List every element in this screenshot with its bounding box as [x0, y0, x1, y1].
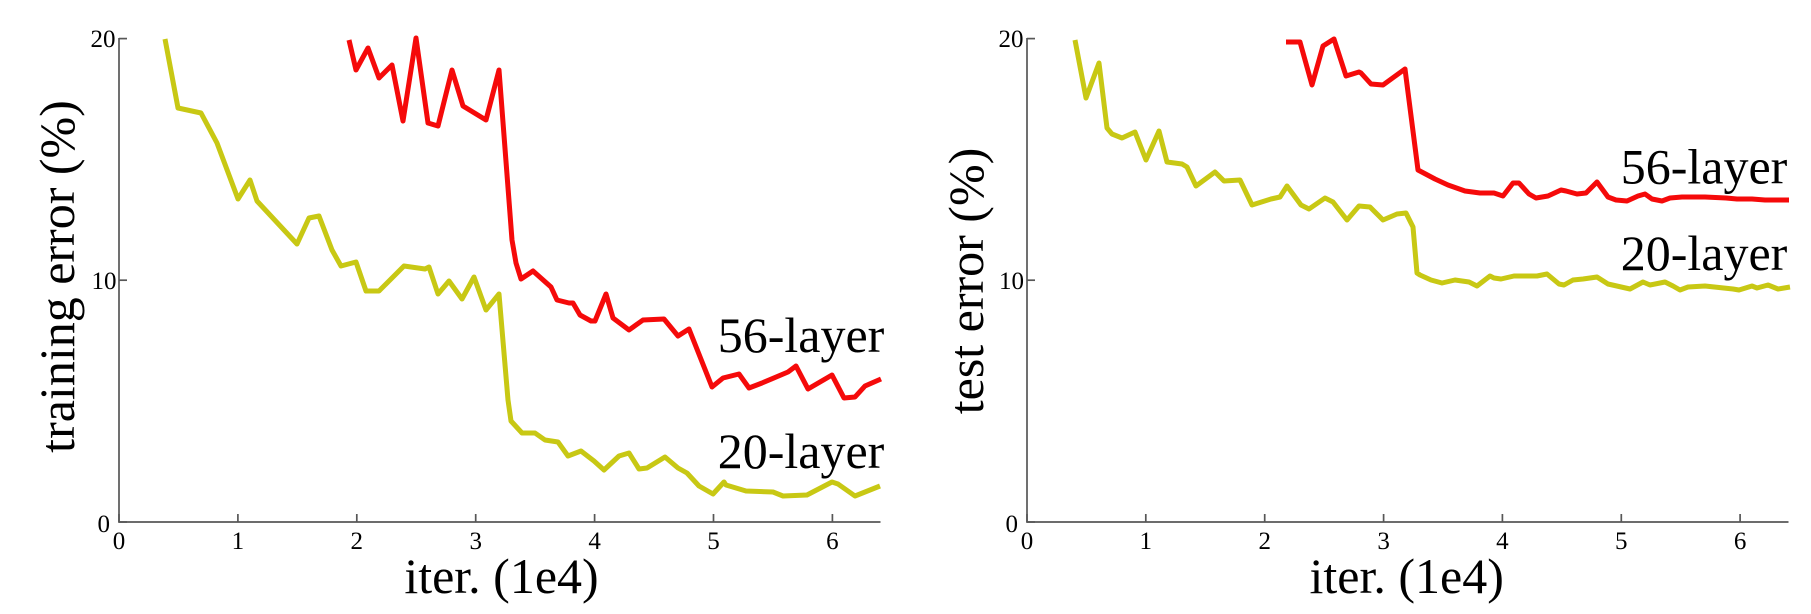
svg-text:5: 5	[1615, 528, 1628, 555]
svg-text:6: 6	[826, 528, 839, 555]
svg-text:4: 4	[588, 528, 601, 555]
svg-text:1: 1	[232, 528, 245, 555]
svg-text:10: 10	[92, 268, 117, 295]
svg-text:test error (%): test error (%)	[938, 148, 994, 415]
svg-text:20: 20	[999, 26, 1024, 53]
svg-text:20: 20	[91, 26, 116, 53]
svg-text:0: 0	[113, 528, 126, 555]
svg-text:iter. (1e4): iter. (1e4)	[404, 548, 598, 604]
svg-text:20-layer: 20-layer	[718, 423, 885, 479]
svg-text:3: 3	[1377, 528, 1390, 555]
svg-text:10: 10	[999, 268, 1024, 295]
svg-text:2: 2	[351, 528, 364, 555]
svg-text:56-layer: 56-layer	[718, 307, 885, 363]
svg-text:4: 4	[1496, 528, 1509, 555]
svg-text:1: 1	[1140, 528, 1153, 555]
svg-text:iter. (1e4): iter. (1e4)	[1310, 548, 1504, 604]
svg-text:56-layer: 56-layer	[1621, 139, 1788, 195]
svg-text:5: 5	[707, 528, 720, 555]
svg-text:training error (%): training error (%)	[29, 100, 85, 453]
svg-text:3: 3	[469, 528, 482, 555]
svg-text:0: 0	[1006, 511, 1019, 538]
svg-text:0: 0	[1021, 528, 1034, 555]
svg-text:2: 2	[1258, 528, 1271, 555]
svg-text:0: 0	[98, 511, 111, 538]
svg-text:20-layer: 20-layer	[1621, 225, 1788, 281]
svg-text:6: 6	[1734, 528, 1747, 555]
